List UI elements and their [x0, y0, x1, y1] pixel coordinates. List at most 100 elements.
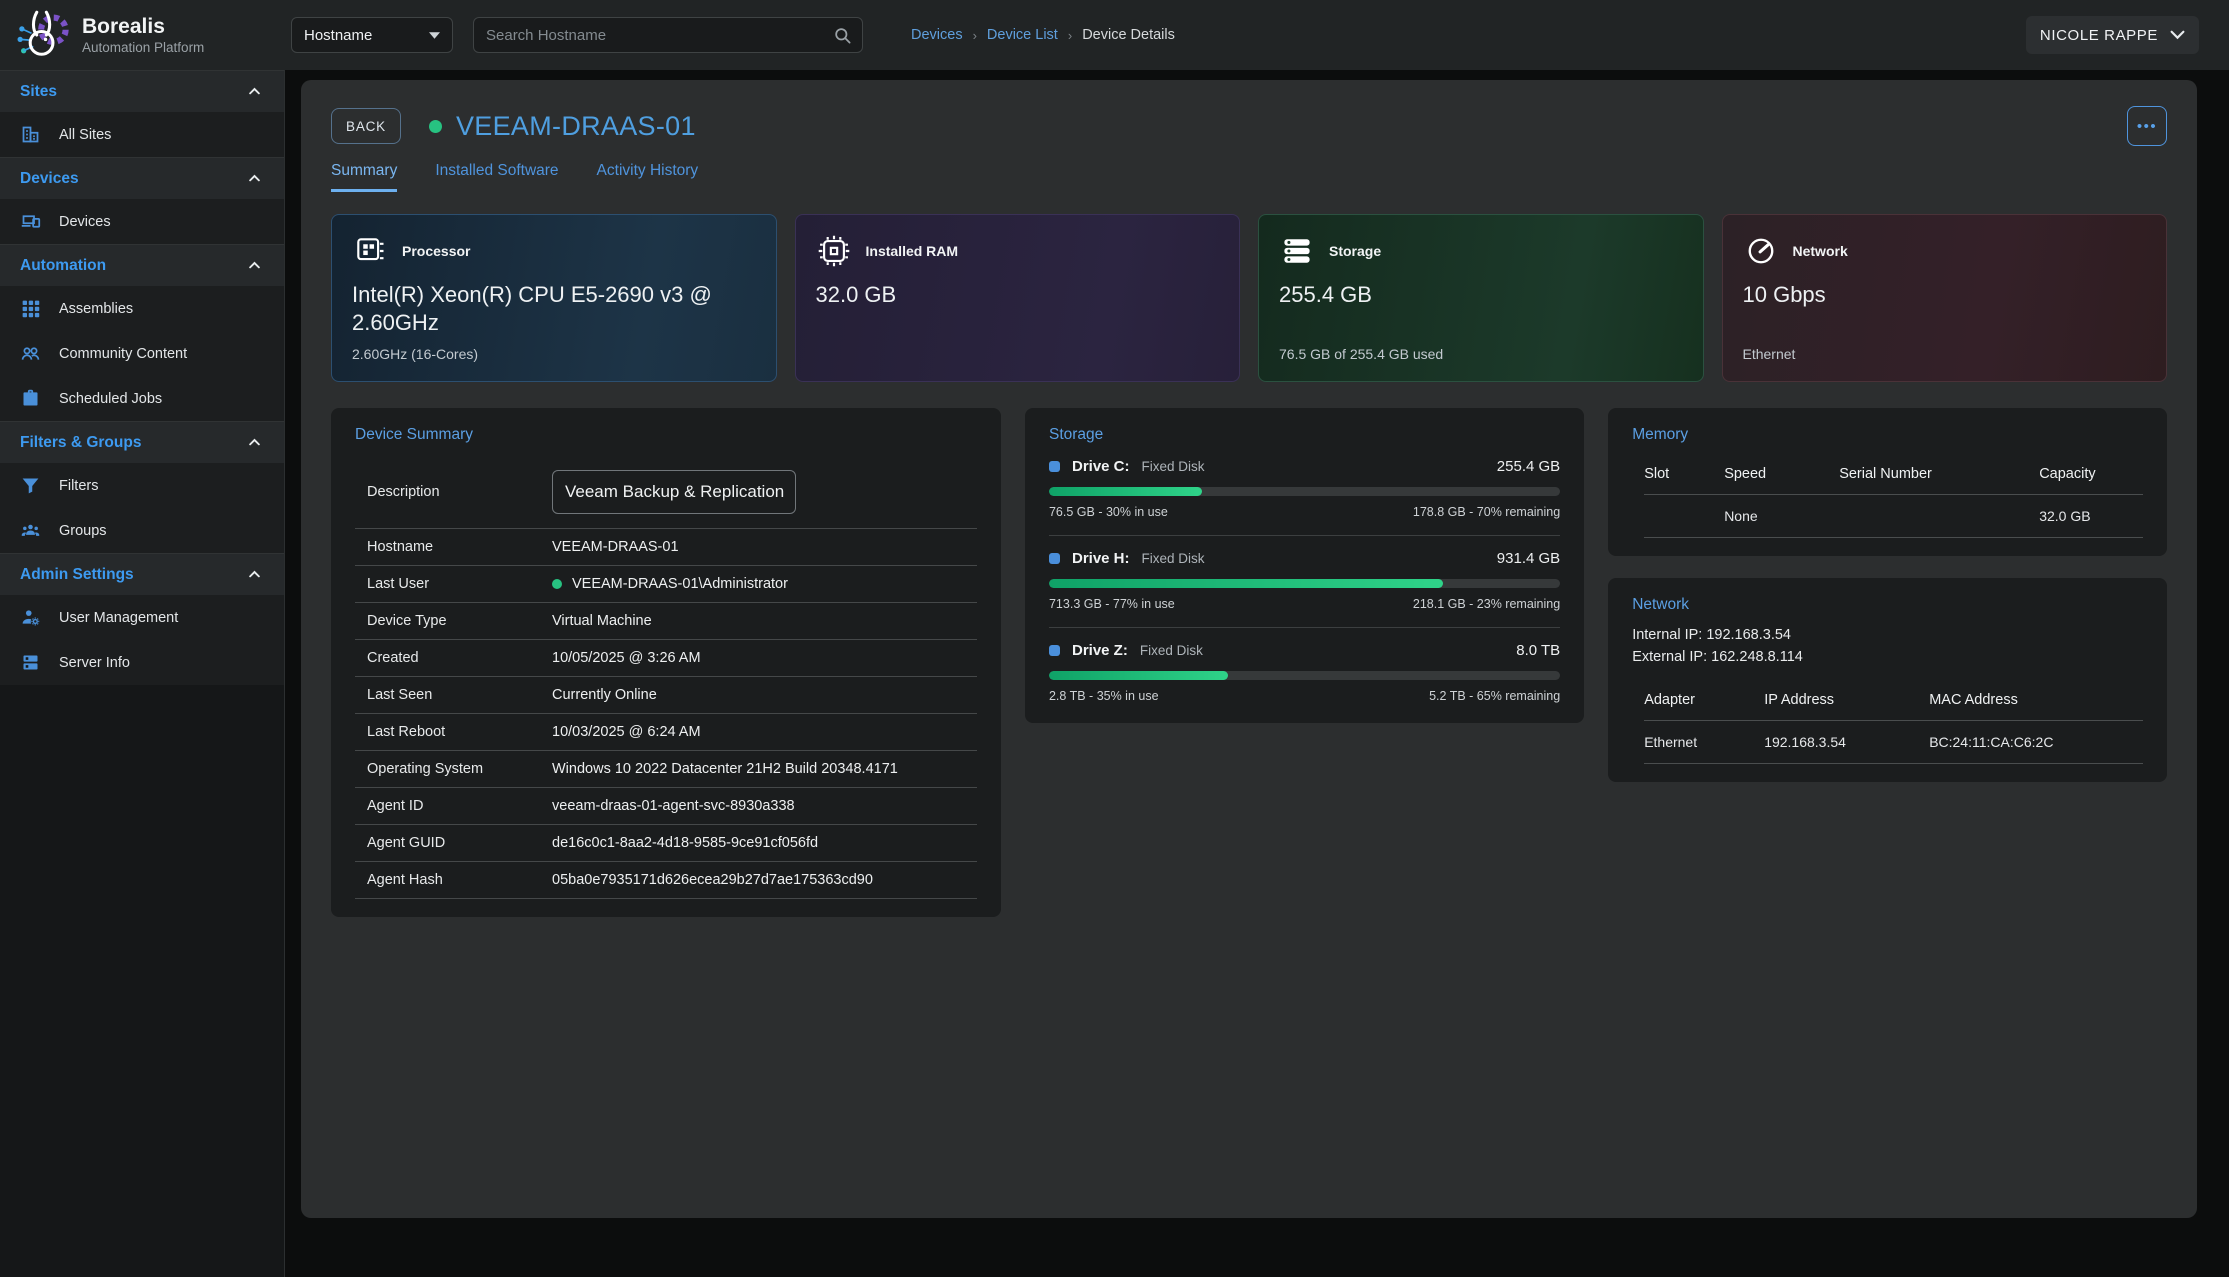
- speedometer-icon: [1748, 238, 1773, 264]
- row-value: de16c0c1-8aa2-4d18-9585-9ce91cf056fd: [552, 835, 819, 851]
- cpu-icon: [357, 238, 384, 261]
- network-col-adapter: Adapter: [1644, 684, 1765, 721]
- user-menu-button[interactable]: NICOLE RAPPE: [2025, 16, 2199, 54]
- sidebar-item-devices[interactable]: Devices: [0, 199, 284, 244]
- sidebar-section-label: Admin Settings: [20, 565, 134, 583]
- top-bar: Borealis Automation Platform Hostname De…: [0, 0, 2229, 70]
- row-label: Last Seen: [367, 687, 433, 703]
- user-name: NICOLE RAPPE: [2039, 26, 2158, 44]
- building-icon: [22, 126, 39, 143]
- groups-icon: [21, 524, 40, 536]
- drive-used-label: 76.5 GB - 30% in use: [1048, 505, 1168, 519]
- network-secondary: Ethernet: [1742, 346, 1796, 362]
- drive-name: Drive C:: [1071, 458, 1130, 475]
- summary-row-agent-id: Agent ID veeam-draas-01-agent-svc-8930a3…: [355, 788, 977, 825]
- search-box: [473, 17, 863, 53]
- chevron-up-icon: [249, 174, 260, 182]
- memory-cell-capacity: 32.0 GB: [2039, 495, 2143, 538]
- memory-col-speed: Speed: [1724, 458, 1840, 495]
- caret-down-icon: [429, 31, 440, 39]
- summary-row-last-seen: Last Seen Currently Online: [355, 677, 977, 714]
- tab-summary[interactable]: Summary: [331, 162, 398, 192]
- sidebar-section-automation[interactable]: Automation: [0, 244, 284, 286]
- user-gear-icon: [22, 610, 40, 626]
- breadcrumb-devices[interactable]: Devices: [911, 27, 963, 43]
- memory-cell-speed: None: [1724, 495, 1840, 538]
- search-input[interactable]: [474, 18, 833, 52]
- network-cell-mac: BC:24:11:CA:C6:2C: [1929, 721, 2143, 764]
- installed-ram-card: Installed RAM 32.0 GB: [794, 214, 1240, 382]
- ellipsis-icon: •••: [2136, 117, 2158, 135]
- sidebar-item-label: Assemblies: [59, 300, 134, 317]
- description-input[interactable]: [552, 470, 796, 514]
- sidebar-section-filters-groups[interactable]: Filters & Groups: [0, 421, 284, 463]
- processor-card: Processor Intel(R) Xeon(R) CPU E5-2690 v…: [331, 214, 777, 382]
- sidebar-item-groups[interactable]: Groups: [0, 508, 284, 553]
- drive-remaining-label: 218.1 GB - 23% remaining: [1412, 597, 1561, 611]
- summary-row-agent-guid: Agent GUID de16c0c1-8aa2-4d18-9585-9ce91…: [355, 825, 977, 862]
- chevron-up-icon: [249, 438, 260, 446]
- breadcrumb-device-list[interactable]: Device List: [986, 27, 1058, 43]
- sidebar-item-community-content[interactable]: Community Content: [0, 331, 284, 376]
- device-header: BACK VEEAM-DRAAS-01 •••: [331, 106, 2167, 146]
- sidebar-item-label: Community Content: [59, 345, 188, 362]
- sidebar-item-label: Scheduled Jobs: [59, 390, 163, 407]
- search-field-dropdown[interactable]: Hostname: [291, 17, 453, 53]
- drive-usage-bar: [1048, 487, 1561, 496]
- drive-usage-fill: [1048, 487, 1203, 496]
- tab-installed-software[interactable]: Installed Software: [435, 162, 559, 179]
- ram-secondary: [816, 346, 1220, 363]
- online-status-dot: [429, 119, 442, 133]
- breadcrumb-separator: ›: [972, 27, 977, 43]
- drive-type: Fixed Disk: [1139, 643, 1203, 658]
- sidebar-item-user-management[interactable]: User Management: [0, 595, 284, 640]
- breadcrumb-device-details: Device Details: [1082, 27, 1175, 43]
- storage-panel-title: Storage: [1048, 426, 1104, 443]
- sidebar-item-filters[interactable]: Filters: [0, 463, 284, 508]
- memory-col-slot: Slot: [1644, 458, 1725, 495]
- network-col-ip: IP Address: [1764, 684, 1930, 721]
- ram-chip-icon: [818, 235, 849, 267]
- network-value: 10 Gbps: [1742, 282, 1826, 307]
- network-card: Network 10 Gbps Ethernet: [1721, 214, 2167, 382]
- processor-secondary: 2.60GHz (16-Cores): [352, 346, 479, 362]
- network-panel-title: Network: [1632, 596, 1690, 613]
- sidebar-item-all-sites[interactable]: All Sites: [0, 112, 284, 157]
- stat-cards: Processor Intel(R) Xeon(R) CPU E5-2690 v…: [331, 214, 2167, 382]
- memory-cell-serial: [1839, 495, 2040, 538]
- more-actions-button[interactable]: •••: [2127, 106, 2167, 146]
- search-icon[interactable]: [833, 26, 852, 45]
- sidebar-item-assemblies[interactable]: Assemblies: [0, 286, 284, 331]
- app-subtitle: Automation Platform: [82, 40, 205, 56]
- summary-row-description: Description: [355, 456, 977, 529]
- tab-activity-history[interactable]: Activity History: [596, 162, 699, 179]
- sidebar-item-server-info[interactable]: Server Info: [0, 640, 284, 685]
- card-label: Storage: [1329, 243, 1382, 259]
- storage-value: 255.4 GB: [1279, 282, 1372, 307]
- row-label: Last User: [367, 576, 430, 592]
- drive-used-label: 2.8 TB - 35% in use: [1048, 689, 1159, 703]
- sidebar-item-label: Server Info: [59, 654, 130, 671]
- drive-usage-fill: [1048, 671, 1228, 680]
- sidebar-item-label: Filters: [59, 477, 99, 494]
- sidebar-section-label: Automation: [20, 256, 107, 274]
- memory-panel: Memory Slot Speed Serial Number Capacity…: [1608, 408, 2167, 556]
- right-column: Memory Slot Speed Serial Number Capacity…: [1608, 408, 2167, 782]
- drive-bullet-icon: [1048, 553, 1060, 564]
- sidebar-section-sites[interactable]: Sites: [0, 70, 284, 112]
- drive-row-z: Drive Z: Fixed Disk 8.0 TB 2.8 TB - 35% …: [1048, 627, 1561, 705]
- back-button[interactable]: BACK: [331, 108, 401, 144]
- sidebar-section-label: Devices: [20, 169, 79, 187]
- chevron-up-icon: [249, 261, 260, 269]
- row-value: Virtual Machine: [552, 613, 652, 629]
- drive-name: Drive H:: [1071, 550, 1130, 567]
- drive-size: 8.0 TB: [1516, 642, 1561, 659]
- row-value: VEEAM-DRAAS-01: [552, 539, 679, 555]
- row-label: Agent ID: [367, 798, 424, 814]
- sidebar-item-scheduled-jobs[interactable]: Scheduled Jobs: [0, 376, 284, 421]
- summary-row-last-reboot: Last Reboot 10/03/2025 @ 6:24 AM: [355, 714, 977, 751]
- drive-bullet-icon: [1048, 461, 1060, 472]
- sidebar-section-devices[interactable]: Devices: [0, 157, 284, 199]
- grid-icon: [22, 300, 40, 318]
- sidebar-section-admin-settings[interactable]: Admin Settings: [0, 553, 284, 595]
